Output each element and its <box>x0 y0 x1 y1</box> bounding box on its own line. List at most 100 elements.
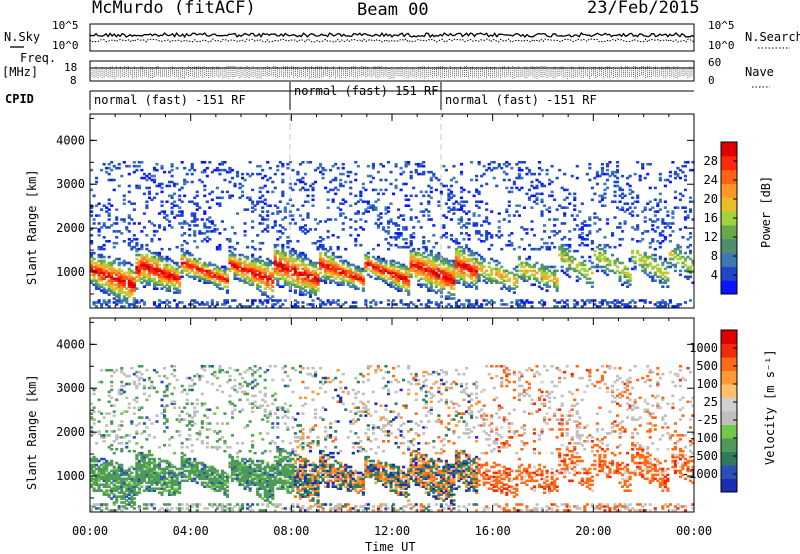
power-cell <box>344 273 348 277</box>
power-cell <box>588 281 592 285</box>
power-cell <box>583 303 587 306</box>
power-cell <box>636 160 640 164</box>
power-cell <box>545 208 549 211</box>
power-cell <box>507 285 511 288</box>
power-cell <box>341 277 345 281</box>
power-cell <box>515 279 519 283</box>
power-cell <box>653 273 657 277</box>
power-cell <box>195 194 199 198</box>
power-cell <box>336 255 340 259</box>
power-cell <box>618 237 622 241</box>
power-cell <box>165 271 169 275</box>
power-cell <box>386 267 391 271</box>
velocity-cell <box>95 459 99 463</box>
power-cell <box>137 265 141 269</box>
power-cell <box>558 301 562 304</box>
power-cell <box>334 277 338 281</box>
power-cell <box>507 204 511 207</box>
power-cell <box>422 259 426 263</box>
power-cell <box>537 192 542 196</box>
power-cell <box>540 214 544 217</box>
power-cell <box>427 200 431 204</box>
power-cell <box>364 210 368 213</box>
power-cell <box>605 162 610 166</box>
power-cell <box>412 265 416 269</box>
power-cell <box>339 212 343 215</box>
power-cell <box>480 269 484 273</box>
power-cell <box>530 265 534 269</box>
power-cell <box>555 305 559 308</box>
power-cell <box>175 279 179 283</box>
power-cell <box>205 263 209 267</box>
velocity-cell <box>97 465 101 469</box>
velocity-heatmap <box>90 364 695 512</box>
power-cell <box>173 204 177 207</box>
power-cell <box>203 194 207 198</box>
power-cell <box>344 301 348 304</box>
power-cell <box>563 251 567 255</box>
power-cell <box>359 269 363 273</box>
power-cell <box>603 204 607 207</box>
power-cell <box>507 277 511 281</box>
power-cell <box>603 299 607 302</box>
power-cell <box>412 263 416 267</box>
power-cell <box>598 255 602 259</box>
power-cell <box>397 285 401 288</box>
power-cell <box>653 279 657 283</box>
power-cell <box>291 188 295 192</box>
power-cell <box>102 265 106 269</box>
power-cell <box>102 289 106 292</box>
velocity-cell <box>130 465 134 469</box>
power-cell <box>553 218 557 221</box>
power-cell <box>205 277 209 281</box>
velocity-cell <box>90 485 94 489</box>
power-cell <box>454 180 459 184</box>
power-cell <box>661 305 665 308</box>
power-cell <box>520 186 524 190</box>
power-cell <box>210 299 214 302</box>
power-cell <box>100 245 104 249</box>
power-cell <box>394 232 398 235</box>
power-cell <box>437 257 441 261</box>
power-cell <box>336 267 340 271</box>
power-cell <box>183 194 187 198</box>
power-cell <box>467 253 471 257</box>
power-cell <box>271 271 275 275</box>
power-cell <box>563 271 567 275</box>
power-cell <box>160 166 164 170</box>
power-cell <box>150 239 154 243</box>
power-cell <box>543 301 547 304</box>
power-cell <box>145 275 149 279</box>
power-cell <box>356 267 360 271</box>
power-cell <box>258 279 262 283</box>
power-cell <box>397 269 401 273</box>
power-cell <box>228 267 232 271</box>
power-cell <box>578 210 582 213</box>
power-cell <box>414 168 418 172</box>
power-cell <box>560 259 564 263</box>
power-cell <box>258 261 262 265</box>
power-cell <box>439 182 443 186</box>
power-cell <box>658 178 662 182</box>
power-cell <box>102 287 106 290</box>
power-cell <box>110 291 114 294</box>
power-cell <box>437 204 441 207</box>
y-tick-label: 2000 <box>56 221 85 235</box>
power-cell <box>235 241 240 245</box>
power-cell <box>369 204 373 207</box>
power-cell <box>414 253 418 257</box>
power-cell <box>688 208 693 211</box>
power-cell <box>175 303 179 306</box>
power-cell <box>321 245 325 249</box>
power-cell <box>354 178 358 182</box>
power-cell <box>208 271 212 275</box>
power-cell <box>220 303 224 306</box>
power-cell <box>135 168 139 172</box>
power-cell <box>251 210 255 213</box>
power-cell <box>102 299 106 302</box>
power-cell <box>470 257 474 261</box>
power-cell <box>621 269 625 273</box>
power-cell <box>92 251 96 255</box>
power-cell <box>346 279 350 283</box>
power-cell <box>162 257 167 261</box>
